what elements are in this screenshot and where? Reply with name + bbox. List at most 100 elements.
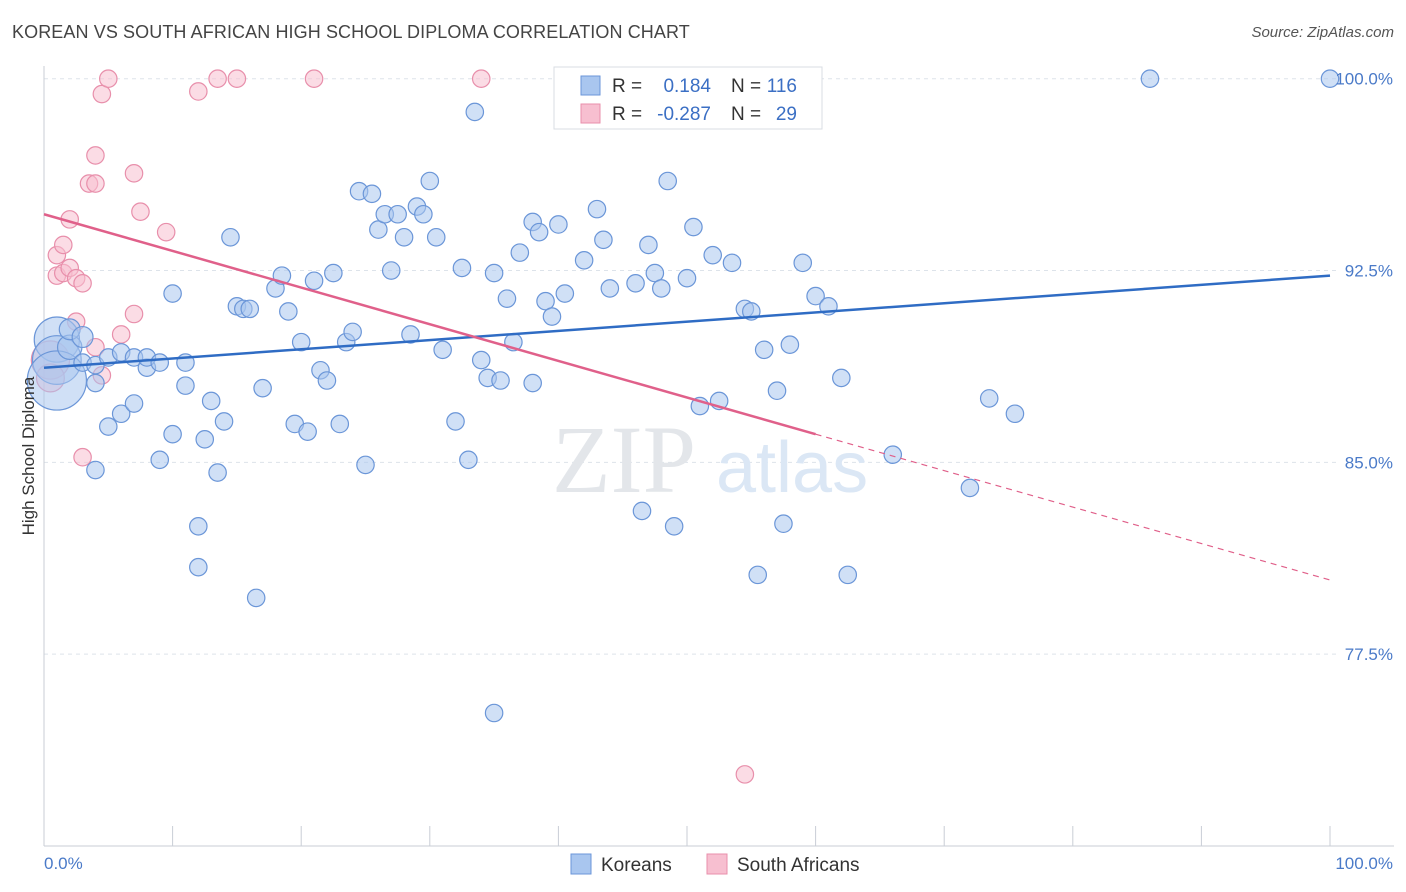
korean-point-108 [832, 368, 851, 388]
korean-point-57 [401, 325, 420, 344]
korean-point-86 [632, 501, 652, 521]
legend-n-label-south-africans: N = [731, 104, 761, 125]
korean-point-41 [298, 422, 317, 441]
korean-point-82 [587, 199, 607, 219]
korean-point-34 [246, 588, 266, 608]
korean-point-27 [201, 391, 221, 411]
korean-point-117 [523, 373, 542, 393]
korean-point-35 [253, 378, 272, 398]
korean-point-71 [497, 289, 517, 308]
south-african-point-23 [156, 222, 176, 242]
korean-point-20 [163, 284, 182, 303]
korean-point-109 [838, 565, 858, 585]
korean-point-111 [960, 478, 980, 498]
korean-point-13 [111, 404, 131, 424]
korean-point-84 [600, 279, 620, 298]
south-african-point-19 [111, 325, 131, 344]
trend-lines [43, 213, 1331, 581]
korean-point-51 [362, 184, 382, 204]
korean-point-102 [767, 381, 787, 401]
korean-point-54 [381, 261, 401, 280]
korean-point-25 [189, 557, 208, 577]
y-tick-label-2: 92.5% [1345, 262, 1393, 281]
legend-top: R = 0.184 N = 116 R = -0.287 N = 29 [553, 66, 823, 130]
legend-n-value-south-africans: 29 [776, 104, 797, 125]
south-african-point-21 [124, 304, 144, 324]
korean-point-48 [343, 322, 362, 342]
legend-r-value-koreans: 0.184 [663, 76, 711, 97]
korean-point-79 [555, 284, 575, 303]
south-african-point-13 [86, 174, 105, 193]
chart-title: KOREAN VS SOUTH AFRICAN HIGH SCHOOL DIPL… [12, 22, 690, 42]
korean-point-89 [651, 279, 671, 298]
legend-r-label-koreans: R = [612, 76, 642, 97]
legend-n-label-koreans: N = [731, 76, 761, 97]
korean-point-61 [426, 227, 446, 247]
korean-point-8 [86, 373, 105, 393]
south-african-point-4 [53, 235, 73, 255]
korean-point-50 [356, 455, 375, 475]
korean-point-45 [324, 263, 343, 283]
korean-point-26 [195, 430, 215, 449]
korean-point-63 [446, 412, 465, 431]
korean-point-87 [639, 235, 658, 255]
korean-point-9 [86, 460, 105, 480]
legend-swatch-south-africans [580, 103, 601, 124]
south-african-point-10 [73, 274, 92, 293]
y-tick-label-1: 85.0% [1345, 453, 1393, 472]
axes [43, 66, 1394, 847]
korean-point-70 [491, 371, 510, 390]
korean-point-62 [433, 340, 452, 360]
south-african-point-15 [86, 146, 105, 165]
south-african-point-25 [208, 69, 227, 88]
korean-point-30 [221, 227, 240, 247]
korean-point-19 [150, 450, 170, 470]
y-axis-label: High School Diploma [19, 376, 38, 535]
korean-point-64 [452, 258, 472, 278]
legend-bottom-swatch-south-africans [706, 853, 728, 875]
south-african-point-22 [131, 202, 150, 221]
korean-point-83 [594, 230, 613, 250]
south-african-point-29 [735, 765, 755, 784]
y-tick-label-3: 100.0% [1335, 70, 1393, 89]
x-tick-label-min: 0.0% [44, 854, 83, 873]
korean-point-66 [465, 102, 485, 122]
korean-point-106 [806, 286, 825, 306]
korean-point-33 [240, 299, 260, 319]
watermark: ZIP atlas [552, 406, 868, 513]
korean-point-78 [549, 215, 568, 234]
korean-point-101 [754, 340, 774, 360]
korean-point-18 [150, 353, 170, 372]
legend-r-value-south-africans: -0.287 [657, 104, 711, 125]
x-tick-label-max: 100.0% [1335, 854, 1393, 873]
korean-point-55 [388, 204, 407, 224]
korean-point-77 [542, 307, 562, 326]
korean-point-112 [979, 389, 999, 408]
korean-point-10 [99, 417, 118, 436]
korean-point-42 [304, 271, 324, 291]
south-african-point-27 [304, 69, 324, 88]
korean-point-59 [414, 204, 433, 224]
korean-point-56 [394, 227, 414, 247]
korean-point-60 [420, 171, 440, 191]
korean-point-95 [703, 245, 723, 265]
korean-point-116 [484, 703, 504, 723]
korean-point-91 [664, 516, 684, 536]
legend-r-label-south-africans: R = [612, 104, 642, 125]
korean-point-28 [208, 463, 227, 482]
korean-point-24 [189, 516, 208, 536]
legend-n-value-koreans: 116 [767, 76, 797, 97]
korean-point-105 [793, 253, 813, 273]
korean-point-104 [780, 335, 800, 354]
korean-point-100 [748, 565, 768, 585]
grid [44, 78, 1340, 655]
korean-point-97 [722, 253, 742, 273]
south-african-point-20 [124, 164, 144, 183]
korean-point-23 [176, 376, 195, 395]
korean-point-67 [471, 350, 491, 370]
korean-point-115 [1320, 69, 1340, 88]
korean-point-93 [684, 217, 703, 237]
korean-point-21 [163, 424, 182, 444]
south-african-point-28 [471, 69, 491, 88]
korean-point-40 [291, 332, 311, 352]
